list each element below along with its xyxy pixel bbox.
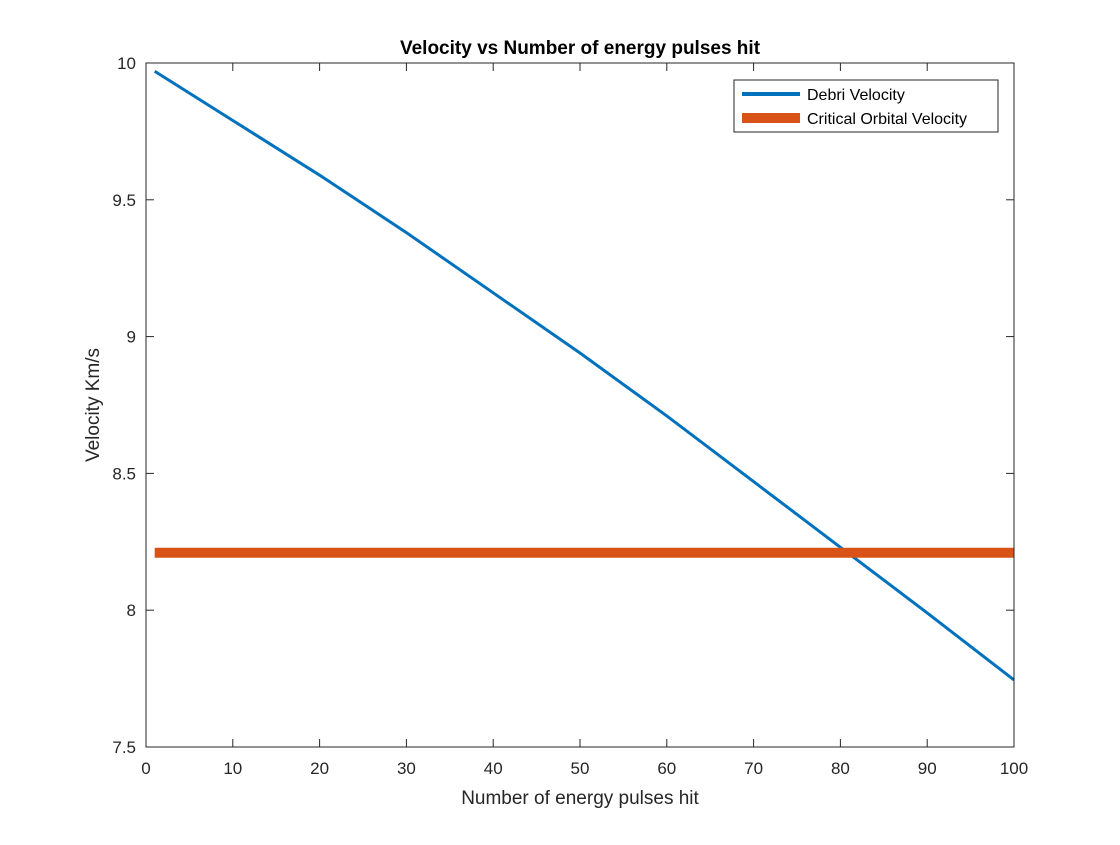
legend: Debri Velocity Critical Orbital Velocity	[733, 79, 999, 133]
tick-layer: 0 10 20 30 40 50 60 70 80 90 100 7.5 8 8.5 9 9.5 10	[112, 54, 1028, 778]
legend-box	[733, 79, 999, 133]
x-tick-label: 100	[1000, 759, 1028, 778]
x-tick-label: 40	[484, 759, 503, 778]
y-tick-label: 9	[127, 328, 136, 347]
series-line-debri-velocity	[153, 69, 1015, 682]
y-tick-label: 10	[117, 54, 136, 73]
y-tick-label: 9.5	[112, 191, 136, 210]
x-tick-label: 20	[310, 759, 329, 778]
plot-area	[146, 63, 1014, 747]
x-tick-label: 50	[571, 759, 590, 778]
x-tick-label: 60	[657, 759, 676, 778]
x-tick-label: 10	[223, 759, 242, 778]
chart-title: Velocity vs Number of energy pulses hit	[400, 38, 761, 59]
x-tick-label: 90	[918, 759, 937, 778]
y-tick-label: 8.5	[112, 464, 136, 483]
x-tick-label: 0	[141, 759, 150, 778]
legend-label-debri-velocity: Debri Velocity	[807, 87, 905, 104]
y-tick-label: 8	[127, 601, 136, 620]
x-tick-label: 70	[744, 759, 763, 778]
y-tick-label: 7.5	[112, 738, 136, 757]
legend-label-critical-orbital-velocity: Critical Orbital Velocity	[807, 111, 967, 128]
series-layer	[153, 69, 1015, 682]
y-axis-label: Velocity Km/s	[83, 348, 104, 462]
x-tick-label: 30	[397, 759, 416, 778]
x-tick-label: 80	[831, 759, 850, 778]
x-axis-label: Number of energy pulses hit	[461, 788, 699, 809]
